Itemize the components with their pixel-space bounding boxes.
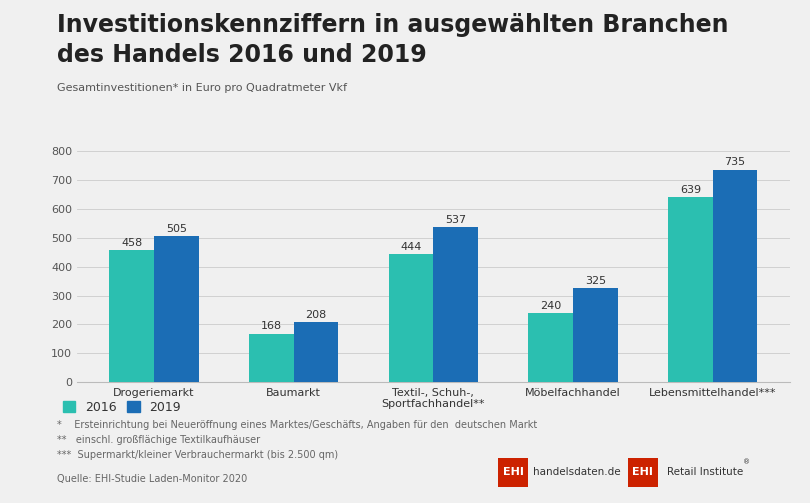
Text: 505: 505 xyxy=(166,224,187,234)
Text: **   einschl. großflächige Textilkaufhäuser: ** einschl. großflächige Textilkaufhäuse… xyxy=(57,435,260,445)
Bar xyxy=(528,313,573,382)
Bar xyxy=(628,458,658,487)
Text: Retail Institute: Retail Institute xyxy=(667,467,744,477)
Text: ®: ® xyxy=(743,460,750,466)
Text: 537: 537 xyxy=(446,215,467,225)
Text: *    Ersteinrichtung bei Neueröffnung eines Marktes/Geschäfts, Angaben für den  : * Ersteinrichtung bei Neueröffnung eines… xyxy=(57,420,537,430)
Text: ***  Supermarkt/kleiner Verbrauchermarkt (bis 2.500 qm): *** Supermarkt/kleiner Verbrauchermarkt … xyxy=(57,450,338,460)
Bar xyxy=(154,236,198,382)
Bar xyxy=(294,322,339,382)
Text: 168: 168 xyxy=(261,321,282,331)
Text: EHI: EHI xyxy=(633,467,653,477)
Bar xyxy=(389,254,433,382)
Bar xyxy=(713,170,757,382)
Text: 208: 208 xyxy=(305,310,326,320)
Bar xyxy=(433,227,478,382)
Bar xyxy=(573,288,618,382)
Text: 444: 444 xyxy=(400,241,422,252)
Bar xyxy=(498,458,528,487)
Bar xyxy=(668,198,713,382)
Text: des Handels 2016 und 2019: des Handels 2016 und 2019 xyxy=(57,43,426,67)
Text: handelsdaten.de: handelsdaten.de xyxy=(534,467,621,477)
Text: Gesamtinvestitionen* in Euro pro Quadratmeter Vkf: Gesamtinvestitionen* in Euro pro Quadrat… xyxy=(57,83,347,93)
Bar xyxy=(109,250,154,382)
Text: Investitionskennziffern in ausgewählten Branchen: Investitionskennziffern in ausgewählten … xyxy=(57,13,728,37)
Text: 240: 240 xyxy=(540,301,561,310)
Text: 735: 735 xyxy=(724,157,745,167)
Text: Quelle: EHI-Studie Laden-Monitor 2020: Quelle: EHI-Studie Laden-Monitor 2020 xyxy=(57,474,247,484)
Text: 639: 639 xyxy=(680,185,701,195)
Text: 325: 325 xyxy=(585,276,606,286)
Text: 458: 458 xyxy=(121,237,143,247)
Text: EHI: EHI xyxy=(503,467,523,477)
Bar xyxy=(249,333,294,382)
Legend: 2016, 2019: 2016, 2019 xyxy=(63,401,181,414)
